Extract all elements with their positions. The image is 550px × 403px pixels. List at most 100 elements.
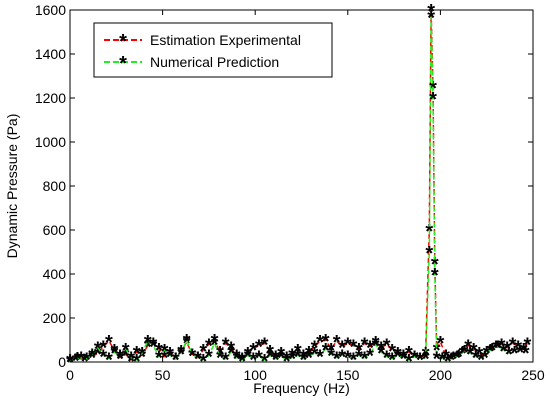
data-point: *	[437, 333, 445, 355]
data-point: *	[199, 341, 207, 363]
data-point: *	[238, 350, 246, 372]
data-point: *	[472, 348, 480, 370]
data-point: *	[144, 337, 152, 359]
data-point: *	[77, 349, 85, 371]
data-point: *	[244, 346, 252, 368]
data-point: *	[461, 342, 469, 364]
data-point: *	[288, 349, 296, 371]
data-point: *	[433, 349, 441, 371]
data-point: *	[477, 350, 485, 372]
data-point: *	[205, 335, 213, 357]
y-tick-label: 1200	[35, 90, 66, 106]
data-point: *	[88, 345, 96, 367]
ticks-layer: 0 50 100 150 200 250 0 200 400 600 800 1000 1200 1400…	[35, 2, 545, 383]
data-point: *	[333, 349, 341, 371]
data-point: *	[411, 348, 419, 370]
data-point: *	[105, 350, 113, 372]
data-point: *	[255, 337, 263, 359]
data-point: *	[448, 350, 456, 372]
data-point: *	[425, 243, 433, 265]
legend-label-experimental: Estimation Experimental	[150, 32, 301, 48]
data-point: *	[222, 334, 230, 356]
data-point: *	[455, 346, 463, 368]
data-point: *	[144, 332, 152, 354]
data-point: *	[416, 350, 424, 372]
data-point: *	[122, 340, 130, 362]
data-point: *	[127, 349, 135, 371]
data-point: *	[366, 338, 374, 360]
data-point: *	[88, 348, 96, 370]
y-tick-label: 200	[43, 310, 67, 326]
data-point: *	[505, 344, 513, 366]
data-point: *	[487, 341, 495, 363]
data-point: *	[438, 350, 446, 372]
data-point: *	[316, 346, 324, 368]
data-point: *	[272, 350, 280, 372]
data-point: *	[305, 343, 313, 365]
data-point: *	[205, 346, 213, 368]
data-point: *	[222, 350, 230, 372]
data-point: *	[427, 1, 435, 23]
data-point: *	[422, 344, 430, 366]
legend: * Estimation Experimental * Numerical Pr…	[93, 22, 333, 78]
data-point: *	[188, 345, 196, 367]
data-point: *	[450, 349, 458, 371]
data-point: *	[372, 335, 380, 357]
data-point: *	[294, 346, 302, 368]
data-point: *	[516, 342, 524, 364]
data-point: *	[394, 344, 402, 366]
data-point: *	[416, 350, 424, 372]
data-point: *	[311, 344, 319, 366]
data-point: *	[111, 343, 119, 365]
y-tick-label: 1400	[35, 46, 66, 62]
data-point: *	[227, 339, 235, 361]
y-tick-label: 400	[43, 266, 67, 282]
legend-marker-numerical: *	[119, 53, 127, 75]
data-point: *	[155, 348, 163, 370]
data-point: *	[83, 350, 91, 372]
y-tick-label: 1600	[35, 2, 66, 18]
data-point: *	[183, 333, 191, 355]
data-point: *	[522, 343, 530, 365]
data-point: *	[211, 334, 219, 356]
data-point: *	[133, 343, 141, 365]
data-point: *	[361, 349, 369, 371]
x-axis-label: Frequency (Hz)	[253, 380, 349, 396]
data-point: *	[94, 339, 102, 361]
data-point: *	[122, 345, 130, 367]
data-point: *	[509, 334, 517, 356]
data-point: *	[116, 349, 124, 371]
data-point: *	[383, 335, 391, 357]
data-point: *	[492, 338, 500, 360]
data-point: *	[483, 343, 491, 365]
data-point: *	[227, 343, 235, 365]
data-point: *	[494, 338, 502, 360]
data-point: *	[183, 331, 191, 353]
data-point: *	[194, 349, 202, 371]
data-point: *	[211, 331, 219, 353]
data-point: *	[177, 344, 185, 366]
data-point: *	[427, 8, 435, 30]
data-point: *	[305, 348, 313, 370]
data-point: *	[277, 348, 285, 370]
data-point: *	[74, 349, 82, 371]
data-point: *	[216, 343, 224, 365]
data-point: *	[194, 349, 202, 371]
data-point: *	[327, 345, 335, 367]
data-point: *	[431, 265, 439, 287]
data-point: *	[466, 344, 474, 366]
data-point: *	[266, 346, 274, 368]
data-point: *	[327, 340, 335, 362]
data-point: *	[470, 340, 478, 362]
data-point: *	[498, 335, 506, 357]
data-point: *	[294, 341, 302, 363]
data-point: *	[520, 340, 528, 362]
data-point: *	[524, 334, 532, 356]
data-point: *	[266, 342, 274, 364]
data-point: *	[453, 348, 461, 370]
data-point: *	[116, 346, 124, 368]
y-tick-label: 600	[43, 222, 67, 238]
data-point: *	[166, 346, 174, 368]
data-point: *	[249, 350, 257, 372]
